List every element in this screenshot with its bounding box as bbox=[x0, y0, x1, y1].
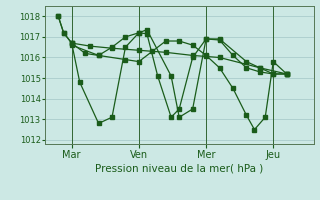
X-axis label: Pression niveau de la mer( hPa ): Pression niveau de la mer( hPa ) bbox=[95, 164, 263, 174]
